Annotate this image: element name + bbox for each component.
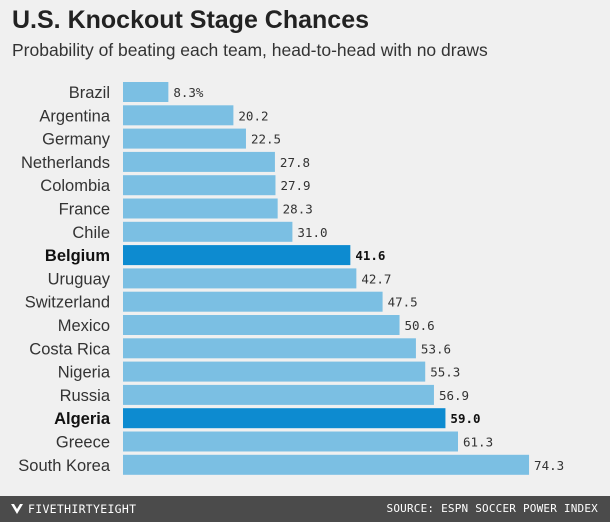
category-label: Russia (60, 387, 111, 405)
value-label: 41.6 (355, 248, 385, 263)
category-label: Chile (72, 224, 110, 242)
bar (123, 268, 357, 289)
bar (123, 361, 426, 382)
value-label: 31.0 (297, 225, 327, 240)
footer-bar: FIVETHIRTYEIGHT SOURCE: ESPN SOCCER POWE… (0, 496, 610, 522)
value-label: 28.3 (283, 202, 313, 217)
category-label: Nigeria (58, 364, 111, 382)
value-label: 59.0 (450, 411, 480, 426)
category-label: Greece (56, 434, 110, 452)
bar (123, 315, 400, 335)
category-label: France (59, 201, 110, 219)
bar (123, 175, 276, 196)
category-label: Colombia (40, 177, 111, 195)
value-label: 53.6 (421, 341, 451, 356)
category-label: Costa Rica (29, 340, 111, 358)
value-label: 20.2 (238, 108, 268, 123)
category-label: Germany (42, 131, 111, 149)
bar (123, 82, 169, 102)
category-label: Belgium (45, 247, 110, 265)
category-label: Netherlands (21, 154, 110, 172)
value-label: 27.8 (280, 155, 310, 170)
category-label: Brazil (69, 84, 110, 102)
value-label: 42.7 (361, 271, 391, 286)
bar (123, 221, 293, 242)
category-label: Argentina (39, 107, 110, 125)
chart-title: U.S. Knockout Stage Chances (12, 6, 370, 34)
bar-chart: Brazil 8.3% Argentina 20.2 Germany 22.5 Nether… (18, 82, 564, 475)
bar (123, 105, 234, 126)
value-label: 47.5 (388, 295, 418, 310)
bar (123, 338, 416, 359)
fivethirtyeight-logo-icon (11, 504, 23, 514)
category-label: Uruguay (48, 270, 111, 288)
bar (123, 198, 278, 219)
bar (123, 384, 434, 405)
value-label: 8.3% (173, 85, 204, 100)
bar (123, 408, 446, 429)
bar (123, 245, 351, 266)
category-label: Switzerland (25, 294, 110, 312)
bar (123, 454, 530, 475)
chart-subtitle: Probability of beating each team, head-t… (12, 40, 488, 60)
category-label: Algeria (54, 410, 111, 428)
bar (123, 151, 275, 172)
value-label: 61.3 (463, 435, 493, 450)
value-label: 27.9 (280, 178, 310, 193)
value-label: 22.5 (251, 132, 281, 147)
bar (123, 128, 246, 149)
category-label: Mexico (58, 317, 110, 335)
footer-source: SOURCE: ESPN SOCCER POWER INDEX (386, 502, 598, 515)
value-label: 50.6 (405, 318, 435, 333)
value-label: 56.9 (439, 388, 469, 403)
footer-brand: FIVETHIRTYEIGHT (28, 502, 137, 516)
bar (123, 291, 383, 312)
category-label: South Korea (18, 457, 111, 475)
value-label: 74.3 (534, 458, 564, 473)
bar (123, 431, 459, 452)
value-label: 55.3 (430, 365, 460, 380)
